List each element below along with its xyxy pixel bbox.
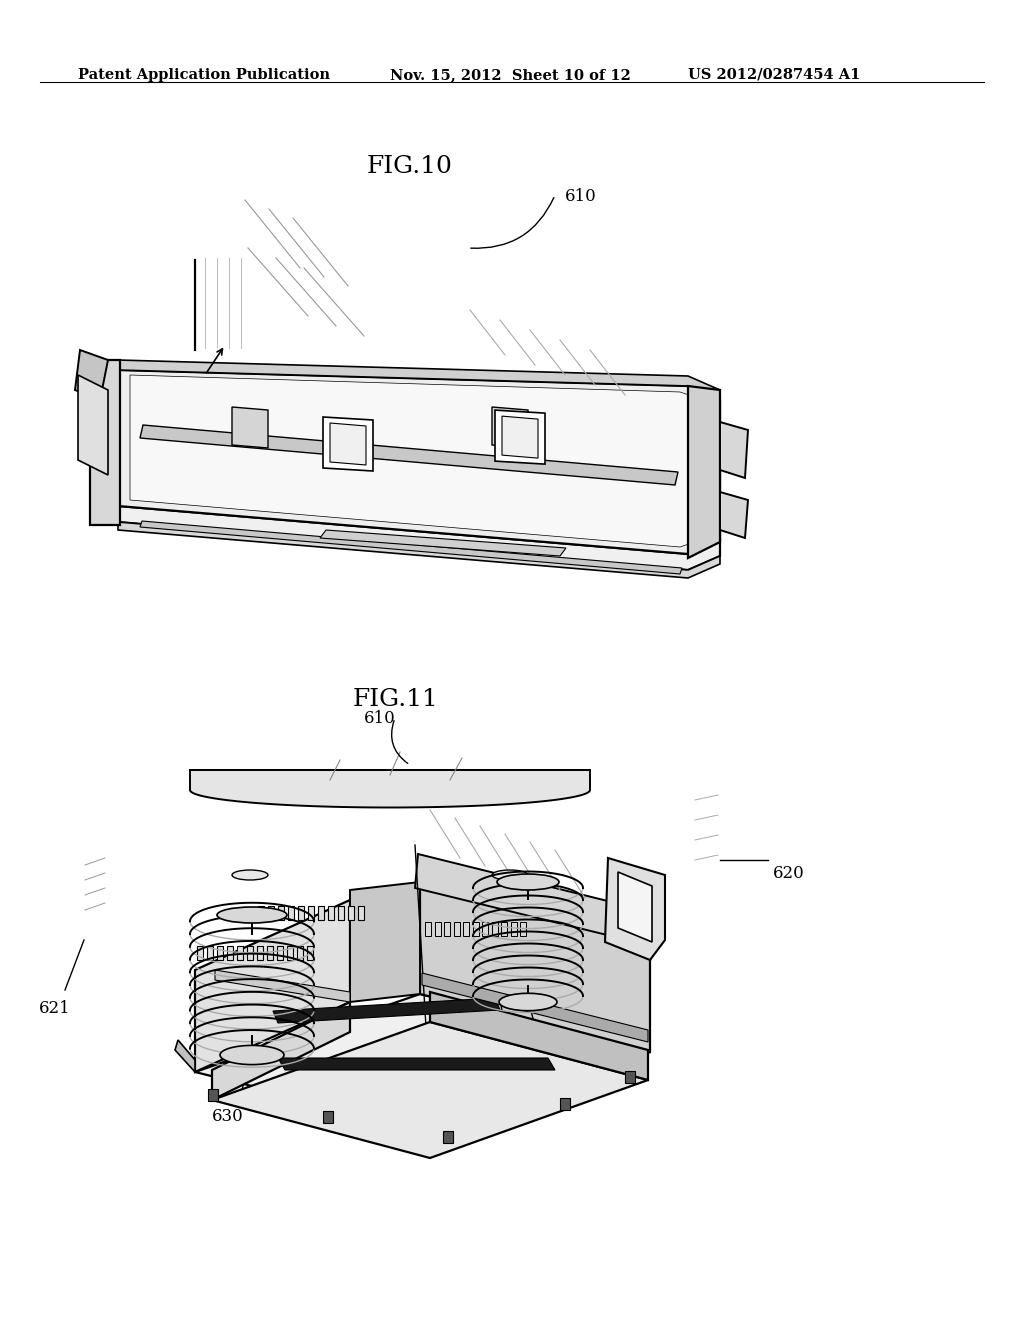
Polygon shape bbox=[207, 946, 213, 960]
Polygon shape bbox=[307, 946, 313, 960]
Polygon shape bbox=[118, 360, 720, 400]
Polygon shape bbox=[288, 906, 294, 920]
Polygon shape bbox=[358, 906, 364, 920]
Polygon shape bbox=[237, 946, 243, 960]
Polygon shape bbox=[190, 770, 590, 808]
Polygon shape bbox=[258, 906, 264, 920]
Text: 620: 620 bbox=[773, 865, 805, 882]
Text: 622: 622 bbox=[399, 1072, 431, 1089]
Polygon shape bbox=[75, 350, 108, 400]
Polygon shape bbox=[247, 946, 253, 960]
Polygon shape bbox=[482, 921, 488, 936]
Polygon shape bbox=[492, 921, 498, 936]
Polygon shape bbox=[422, 973, 648, 1041]
Text: 621: 621 bbox=[39, 1001, 71, 1016]
Polygon shape bbox=[495, 411, 545, 465]
Polygon shape bbox=[454, 921, 460, 936]
Polygon shape bbox=[618, 873, 652, 942]
Text: 630: 630 bbox=[555, 1063, 587, 1078]
Polygon shape bbox=[118, 521, 720, 578]
Polygon shape bbox=[140, 425, 678, 484]
Polygon shape bbox=[130, 375, 718, 546]
Polygon shape bbox=[350, 882, 420, 1002]
Polygon shape bbox=[195, 900, 350, 1072]
Polygon shape bbox=[492, 407, 528, 447]
Polygon shape bbox=[273, 998, 500, 1023]
Polygon shape bbox=[195, 994, 650, 1130]
Ellipse shape bbox=[217, 907, 287, 923]
Polygon shape bbox=[278, 1059, 555, 1071]
Text: 600: 600 bbox=[154, 388, 185, 405]
Polygon shape bbox=[720, 492, 748, 539]
Polygon shape bbox=[338, 906, 344, 920]
Polygon shape bbox=[227, 946, 233, 960]
Polygon shape bbox=[328, 906, 334, 920]
Ellipse shape bbox=[220, 1045, 284, 1065]
Polygon shape bbox=[278, 946, 283, 960]
Polygon shape bbox=[415, 854, 652, 945]
Polygon shape bbox=[434, 921, 440, 936]
Polygon shape bbox=[430, 993, 648, 1080]
Polygon shape bbox=[625, 1071, 635, 1082]
Text: 620: 620 bbox=[504, 510, 536, 527]
Polygon shape bbox=[232, 407, 268, 447]
Polygon shape bbox=[297, 946, 303, 960]
Polygon shape bbox=[268, 906, 274, 920]
Polygon shape bbox=[425, 921, 431, 936]
Polygon shape bbox=[444, 921, 450, 936]
Polygon shape bbox=[212, 1022, 648, 1158]
Polygon shape bbox=[118, 370, 720, 554]
Polygon shape bbox=[330, 422, 366, 465]
Text: 610: 610 bbox=[565, 187, 597, 205]
Text: FIG.11: FIG.11 bbox=[352, 688, 438, 711]
Polygon shape bbox=[78, 375, 108, 475]
Polygon shape bbox=[257, 946, 263, 960]
Polygon shape bbox=[688, 385, 720, 558]
Polygon shape bbox=[90, 360, 120, 525]
Polygon shape bbox=[520, 921, 526, 936]
Polygon shape bbox=[511, 921, 516, 936]
Polygon shape bbox=[118, 506, 720, 570]
Text: US 2012/0287454 A1: US 2012/0287454 A1 bbox=[688, 69, 860, 82]
Polygon shape bbox=[208, 1089, 218, 1101]
Polygon shape bbox=[463, 921, 469, 936]
Ellipse shape bbox=[499, 993, 557, 1011]
Polygon shape bbox=[323, 417, 373, 471]
Polygon shape bbox=[278, 906, 284, 920]
Polygon shape bbox=[348, 906, 354, 920]
Polygon shape bbox=[197, 946, 203, 960]
Ellipse shape bbox=[492, 870, 528, 880]
Text: FIG.10: FIG.10 bbox=[367, 154, 453, 178]
Polygon shape bbox=[720, 422, 748, 478]
Polygon shape bbox=[175, 1040, 195, 1072]
Polygon shape bbox=[560, 1098, 570, 1110]
Polygon shape bbox=[323, 1111, 333, 1123]
Polygon shape bbox=[140, 521, 682, 574]
Polygon shape bbox=[605, 858, 665, 960]
Text: 621: 621 bbox=[690, 459, 722, 477]
Polygon shape bbox=[217, 946, 223, 960]
Text: Nov. 15, 2012  Sheet 10 of 12: Nov. 15, 2012 Sheet 10 of 12 bbox=[390, 69, 631, 82]
Text: 600: 600 bbox=[525, 1088, 557, 1105]
Text: 630: 630 bbox=[212, 1107, 244, 1125]
Text: 610: 610 bbox=[365, 710, 396, 727]
Polygon shape bbox=[502, 416, 538, 458]
Polygon shape bbox=[308, 906, 314, 920]
Polygon shape bbox=[443, 1131, 453, 1143]
Polygon shape bbox=[215, 970, 350, 1002]
Polygon shape bbox=[267, 946, 273, 960]
Polygon shape bbox=[298, 906, 304, 920]
Polygon shape bbox=[501, 921, 507, 936]
Polygon shape bbox=[319, 531, 566, 556]
Text: Patent Application Publication: Patent Application Publication bbox=[78, 69, 330, 82]
Polygon shape bbox=[287, 946, 293, 960]
Ellipse shape bbox=[497, 874, 559, 890]
Polygon shape bbox=[212, 1002, 350, 1100]
Polygon shape bbox=[472, 921, 478, 936]
Polygon shape bbox=[318, 906, 324, 920]
Ellipse shape bbox=[232, 870, 268, 880]
Polygon shape bbox=[420, 882, 650, 1052]
